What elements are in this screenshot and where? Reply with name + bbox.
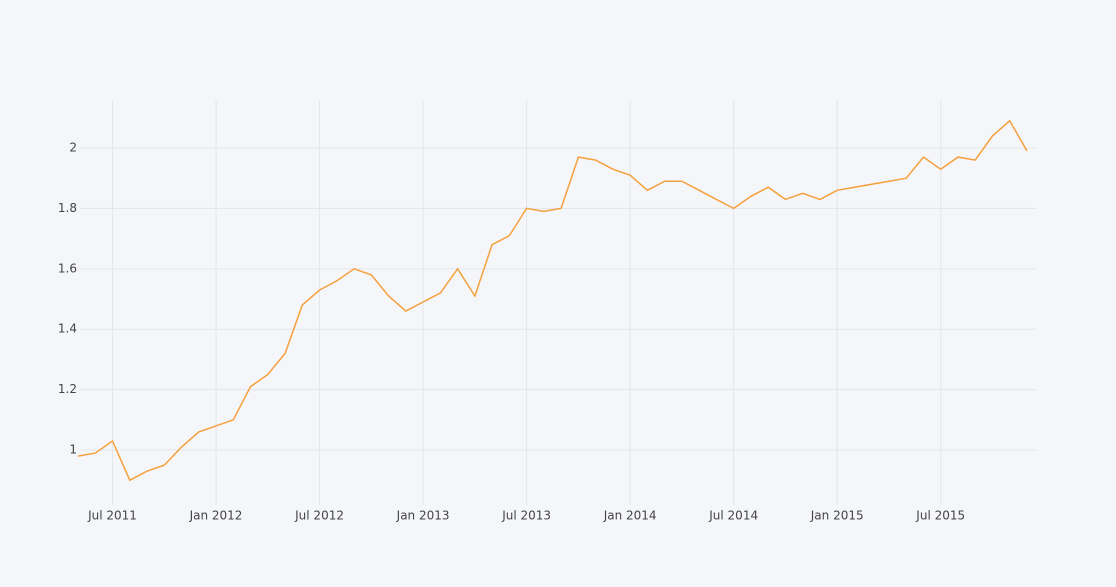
x-tick-label: Jul 2015 (915, 509, 965, 523)
x-tick-label: Jul 2012 (294, 509, 344, 523)
x-tick-label: Jul 2013 (501, 509, 551, 523)
y-tick-label: 1 (69, 443, 77, 457)
y-tick-label: 2 (69, 141, 77, 155)
y-tick-label: 1.4 (58, 322, 77, 336)
x-tick-label: Jan 2014 (603, 509, 657, 523)
x-tick-label: Jul 2014 (708, 509, 758, 523)
x-tick-label: Jan 2012 (189, 509, 243, 523)
y-tick-label: 1.2 (58, 382, 77, 396)
x-tick-label: Jul 2011 (87, 509, 137, 523)
y-tick-label: 1.8 (58, 201, 77, 215)
line (77, 119, 1028, 482)
y-tick-label: 1.6 (58, 261, 77, 275)
x-tick-label: Jan 2013 (396, 509, 450, 523)
x-tick-label: Jan 2015 (810, 509, 864, 523)
